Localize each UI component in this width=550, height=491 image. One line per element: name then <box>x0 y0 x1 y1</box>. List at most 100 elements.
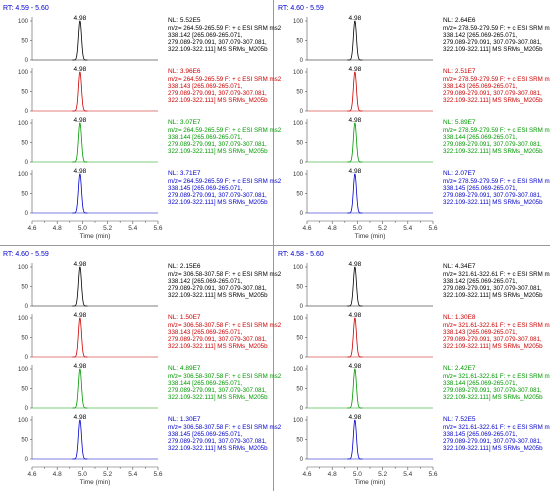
scan-filter-line: 322.109-322.111] MS SRMs_M205b <box>168 292 268 299</box>
chromatogram-peak <box>72 122 88 163</box>
chromatogram-peak <box>347 20 363 61</box>
chromatogram-peak <box>72 173 88 214</box>
scan-filter-line: 338.142 [265.069-265.071, <box>443 278 518 285</box>
scan-filter-line: 322.109-322.111] MS SRMs_M205b <box>168 46 268 53</box>
y-tick-label: 0 <box>25 304 29 310</box>
scan-filter-line: m/z= 321.61-322.61 F: + c ESI SRM ms2 <box>443 424 550 431</box>
scan-filter-line: 322.109-322.111] MS SRMs_M205b <box>168 343 268 350</box>
y-tick-label: 0 <box>25 457 29 463</box>
x-tick-label: 4.6 <box>302 225 311 232</box>
scan-filter-line: 279.089-279.091, 307.079-307.081, <box>443 90 542 97</box>
scan-filter-line: 279.089-279.091, 307.079-307.081, <box>168 285 267 292</box>
y-tick-label: 0 <box>300 109 304 115</box>
scan-filter-line: 322.109-322.111] MS SRMs_M205b <box>443 46 543 53</box>
scan-filter-line: 338.144 [265.069-265.071, <box>443 134 518 141</box>
scan-filter-line: 338.142 [265.069-265.071, <box>443 32 518 39</box>
scan-filter-line: 322.109-322.111] MS SRMs_M205b <box>443 292 543 299</box>
scan-filter-line: 279.089-279.091, 307.079-307.081, <box>443 39 542 46</box>
x-axis-title: Time (min) <box>355 479 386 486</box>
scan-filter-line: m/z= 321.61-322.61 F: + c ESI SRM ms2 <box>443 373 550 380</box>
scan-filter-line: 279.089-279.091, 307.079-307.081, <box>443 336 542 343</box>
scan-filter-line: 322.109-322.111] MS SRMs_M205b <box>168 394 268 401</box>
scan-filter-line: 279.089-279.091, 307.079-307.081, <box>168 336 267 343</box>
y-tick-label: 0 <box>25 211 29 217</box>
x-tick-label: 5.6 <box>428 225 437 232</box>
nl-label: NL: 5.89E7 <box>443 119 476 126</box>
scan-filter-line: 279.089-279.091, 307.079-307.081, <box>168 141 267 148</box>
y-tick-label: 50 <box>296 192 303 198</box>
peak-label: 4.98 <box>74 363 87 370</box>
y-tick-label: 0 <box>300 355 304 361</box>
y-tick-label: 0 <box>25 58 29 64</box>
scan-filter-line: 279.089-279.091, 307.079-307.081, <box>168 90 267 97</box>
y-tick-label: 50 <box>21 141 28 147</box>
rt-range-label: RT: 4.59 - 5.60 <box>3 5 49 12</box>
y-tick-label: 0 <box>25 109 29 115</box>
scan-filter-line: 279.089-279.091, 307.079-307.081, <box>443 192 542 199</box>
scan-filter-line: m/z= 306.58-307.58 F: + c ESI SRM ms2 <box>168 271 282 278</box>
peak-label: 4.98 <box>74 414 87 421</box>
scan-filter-line: 279.089-279.091, 307.079-307.081, <box>168 438 267 445</box>
peak-label: 4.98 <box>349 261 362 268</box>
nl-label: NL: 1.30E7 <box>168 416 201 423</box>
y-tick-label: 0 <box>25 406 29 412</box>
peak-label: 4.98 <box>349 15 362 22</box>
y-tick-label: 100 <box>18 172 29 178</box>
scan-filter-line: 338.142 [265.069-265.071, <box>168 278 243 285</box>
y-tick-label: 100 <box>293 172 304 178</box>
chromatogram-peak <box>347 266 363 307</box>
nl-label: NL: 2.07E7 <box>443 170 476 177</box>
x-tick-label: 4.8 <box>328 225 337 232</box>
scan-filter-line: 279.089-279.091, 307.079-307.081, <box>168 387 267 394</box>
x-tick-label: 5.2 <box>378 225 387 232</box>
scan-filter-line: m/z= 264.59-265.59 F: + c ESI SRM ms2 <box>168 76 282 83</box>
scan-filter-line: 279.089-279.091, 307.079-307.081, <box>443 438 542 445</box>
scan-filter-line: m/z= 278.59-279.59 F: + c ESI SRM ms2 <box>443 25 550 32</box>
nl-label: NL: 2.64E6 <box>443 17 476 24</box>
y-tick-label: 100 <box>18 121 29 127</box>
x-tick-label: 5.6 <box>428 471 437 478</box>
scan-filter-line: m/z= 264.59-265.59 F: + c ESI SRM ms2 <box>168 127 282 134</box>
chromatogram-peak <box>72 266 88 307</box>
x-tick-label: 5.4 <box>128 471 137 478</box>
scan-filter-line: m/z= 278.59-279.59 F: + c ESI SRM ms2 <box>443 178 550 185</box>
scan-filter-line: 338.144 [265.069-265.071, <box>443 380 518 387</box>
chromatogram-peak <box>72 317 88 358</box>
nl-label: NL: 1.50E7 <box>168 314 201 321</box>
y-tick-label: 50 <box>21 90 28 96</box>
scan-filter-line: m/z= 306.58-307.58 F: + c ESI SRM ms2 <box>168 424 282 431</box>
nl-label: NL: 2.42E7 <box>443 365 476 372</box>
scan-filter-line: 338.142 [265.069-265.071, <box>168 32 243 39</box>
y-tick-label: 50 <box>21 438 28 444</box>
scan-filter-line: 338.145 [265.069-265.071, <box>168 431 243 438</box>
y-tick-label: 50 <box>21 387 28 393</box>
scan-filter-line: m/z= 278.59-279.59 F: + c ESI SRM ms2 <box>443 127 550 134</box>
nl-label: NL: 4.89E7 <box>168 365 201 372</box>
y-tick-label: 100 <box>18 70 29 76</box>
scan-filter-line: 338.144 [265.069-265.071, <box>168 134 243 141</box>
y-tick-label: 50 <box>21 39 28 45</box>
y-tick-label: 50 <box>296 387 303 393</box>
nl-label: NL: 3.07E7 <box>168 119 201 126</box>
y-tick-label: 50 <box>21 336 28 342</box>
scan-filter-line: 279.089-279.091, 307.079-307.081, <box>168 39 267 46</box>
y-tick-label: 100 <box>18 316 29 322</box>
scan-filter-line: m/z= 278.59-279.59 F: + c ESI SRM ms2 <box>443 76 550 83</box>
y-tick-label: 0 <box>300 457 304 463</box>
scan-filter-line: 338.143 [265.069-265.071, <box>443 329 518 336</box>
scan-filter-line: 322.109-322.111] MS SRMs_M205b <box>443 97 543 104</box>
x-tick-label: 5.2 <box>103 225 112 232</box>
scan-filter-line: 338.145 [265.069-265.071, <box>168 185 243 192</box>
x-tick-label: 5.0 <box>78 225 87 232</box>
